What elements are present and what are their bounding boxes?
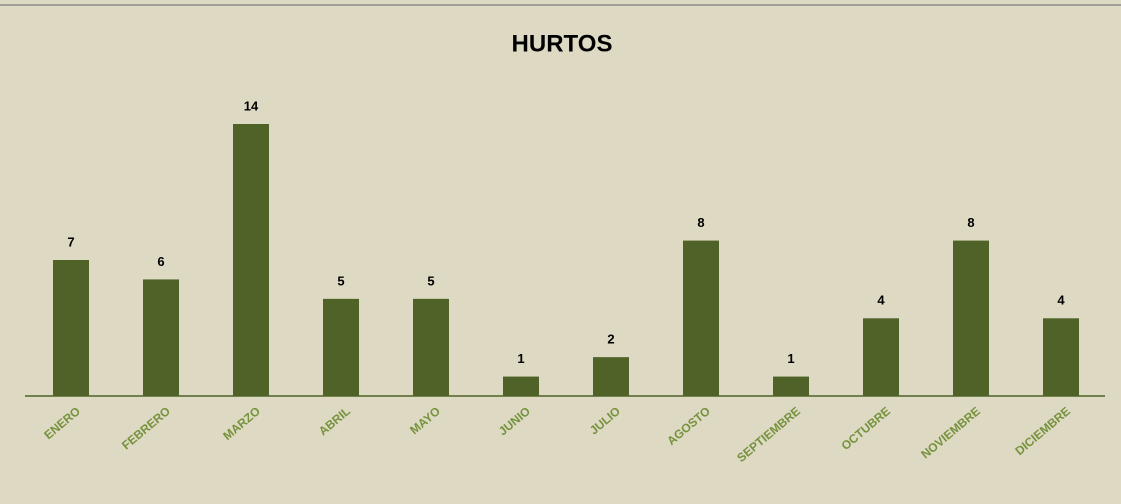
bar bbox=[413, 298, 449, 396]
value-label: 6 bbox=[157, 254, 164, 269]
value-label: 5 bbox=[337, 273, 344, 288]
bar bbox=[953, 240, 989, 396]
bar bbox=[143, 279, 179, 396]
value-label: 4 bbox=[1057, 293, 1065, 308]
bar bbox=[593, 357, 629, 396]
bar bbox=[683, 240, 719, 396]
bar bbox=[863, 318, 899, 396]
bar bbox=[773, 376, 809, 396]
value-label: 7 bbox=[67, 234, 74, 249]
bar bbox=[503, 376, 539, 396]
bar bbox=[53, 260, 89, 396]
value-label: 1 bbox=[787, 351, 794, 366]
value-label: 8 bbox=[697, 215, 704, 230]
value-label: 14 bbox=[244, 98, 259, 113]
bar bbox=[1043, 318, 1079, 396]
value-label: 1 bbox=[517, 351, 524, 366]
value-label: 8 bbox=[967, 215, 974, 230]
value-label: 4 bbox=[877, 293, 885, 308]
bar bbox=[323, 298, 359, 396]
chart-title: HURTOS bbox=[512, 30, 613, 57]
value-label: 2 bbox=[607, 332, 614, 347]
bar bbox=[233, 124, 269, 396]
value-label: 5 bbox=[427, 273, 434, 288]
